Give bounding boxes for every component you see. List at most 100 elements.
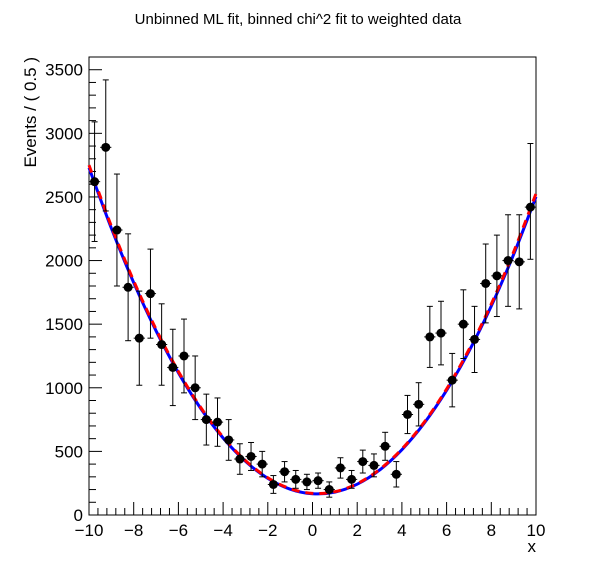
data-point [267, 475, 279, 494]
data-marker [268, 479, 278, 489]
data-point [189, 355, 201, 421]
data-point [457, 289, 469, 360]
data-marker [514, 257, 524, 267]
data-point [111, 173, 123, 287]
x-axis-label: x [528, 537, 537, 556]
data-point [502, 214, 514, 307]
data-point [144, 248, 157, 339]
data-marker [470, 334, 480, 344]
data-marker [291, 474, 301, 484]
data-marker [313, 476, 323, 486]
data-point [468, 305, 481, 374]
data-point [334, 457, 347, 479]
fit-curve-binned-chi2 [87, 164, 538, 496]
data-point [89, 121, 101, 242]
data-point [223, 419, 235, 461]
data-point [100, 79, 112, 212]
data-point [446, 352, 458, 408]
x-axis-tick-labels: −10 −8 −6 −4 −2 0 2 4 6 8 10 [75, 521, 546, 540]
data-marker [358, 457, 368, 467]
data-marker [324, 485, 334, 495]
y-tick-label: 2000 [45, 252, 83, 271]
x-tick-label: −2 [258, 521, 277, 540]
x-tick-label: 8 [487, 521, 496, 540]
plot-area [88, 56, 537, 516]
y-axis-label: Events / ( 0.5 ) [21, 57, 40, 168]
data-point [178, 318, 190, 394]
x-tick-label: 0 [308, 521, 317, 540]
data-point [278, 461, 291, 483]
data-point [200, 393, 212, 446]
data-point [122, 233, 134, 342]
data-marker [369, 460, 379, 470]
data-marker [458, 319, 468, 329]
x-axis-ticks [88, 502, 537, 515]
data-point [424, 305, 436, 368]
data-marker [224, 435, 234, 445]
data-point [167, 328, 179, 407]
data-point [290, 469, 302, 489]
data-marker [391, 469, 401, 479]
data-marker [402, 409, 412, 419]
data-marker [246, 451, 256, 461]
data-point [357, 449, 369, 474]
x-tick-label: −10 [75, 521, 104, 540]
data-marker [213, 417, 223, 427]
data-points [89, 79, 536, 498]
data-point [413, 382, 425, 427]
data-marker [280, 467, 290, 477]
y-tick-label: 2500 [45, 188, 83, 207]
data-point [390, 461, 402, 488]
data-marker [335, 463, 345, 473]
plot-frame [88, 56, 537, 516]
data-point [312, 472, 324, 489]
x-tick-label: 6 [442, 521, 451, 540]
data-point [368, 453, 380, 478]
x-tick-label: 2 [352, 521, 361, 540]
y-tick-label: 3000 [45, 124, 83, 143]
data-marker [157, 340, 167, 350]
data-marker [436, 328, 446, 338]
chart-title: Unbinned ML fit, binned chi^2 fit to wei… [135, 11, 462, 28]
data-marker [492, 271, 502, 281]
x-tick-label: −4 [213, 521, 232, 540]
data-point [524, 143, 536, 260]
data-point [245, 441, 257, 471]
data-marker [90, 177, 100, 187]
data-point [401, 394, 414, 435]
data-marker [380, 441, 390, 451]
data-marker [168, 362, 178, 372]
x-tick-label: −8 [124, 521, 143, 540]
x-tick-label: −6 [169, 521, 188, 540]
data-marker [201, 415, 211, 425]
data-point [256, 450, 268, 478]
data-point [156, 303, 168, 386]
x-tick-label: 4 [397, 521, 406, 540]
data-marker [481, 278, 491, 288]
data-marker [190, 383, 200, 393]
data-point [480, 243, 492, 324]
data-marker [302, 477, 312, 487]
data-marker [447, 375, 457, 385]
data-point [491, 234, 503, 318]
data-point [323, 481, 335, 498]
data-point [234, 443, 246, 475]
data-point [379, 431, 391, 461]
data-marker [134, 333, 144, 343]
data-marker [101, 142, 111, 152]
x-tick-label: 10 [527, 521, 546, 540]
data-marker [235, 454, 245, 464]
data-marker [257, 459, 267, 469]
y-tick-label: 0 [74, 506, 83, 525]
data-point [133, 290, 145, 386]
data-marker [179, 351, 189, 361]
data-marker [414, 399, 424, 409]
data-marker [347, 474, 357, 484]
data-marker [503, 256, 513, 266]
data-point [301, 473, 313, 491]
data-point [435, 300, 447, 366]
data-marker [123, 282, 133, 292]
data-marker [425, 332, 435, 342]
y-tick-label: 500 [55, 442, 83, 461]
fit-curves [87, 164, 538, 496]
